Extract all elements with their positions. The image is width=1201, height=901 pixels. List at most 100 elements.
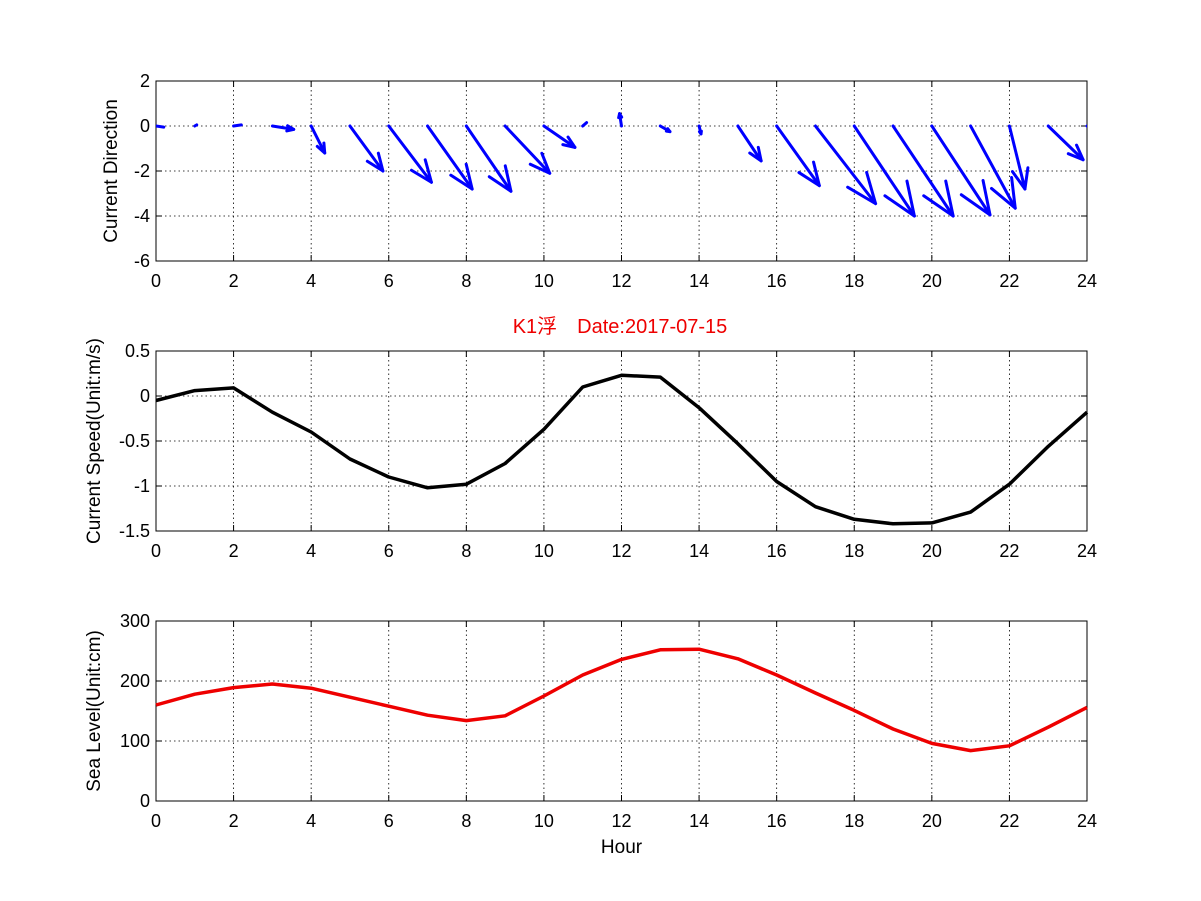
current-direction-xtick-label-2: 4 [306,271,316,291]
current-direction-ytick-label-3: 0 [140,116,150,136]
current-speed-xtick-label-8: 16 [767,541,787,561]
current-speed-ytick-label-2: -0.5 [119,431,150,451]
direction-arrow-13 [658,124,672,134]
sea-level-xtick-label-8: 16 [767,811,787,831]
direction-arrow-10 [542,124,577,149]
current-speed-xtick-label-1: 2 [229,541,239,561]
current-speed-ytick-label-4: 0.5 [125,341,150,361]
sea-level-xtick-label-6: 12 [611,811,631,831]
current-speed-ytick-label-0: -1.5 [119,521,150,541]
current-speed-xtick-label-5: 10 [534,541,554,561]
direction-arrow-19 [891,124,955,218]
direction-arrow-21 [969,124,1017,210]
sea-level-xtick-label-2: 4 [306,811,316,831]
current-direction-xtick-label-11: 22 [999,271,1019,291]
direction-arrow-shaft-16 [775,124,821,188]
current-direction-ytick-label-4: 2 [140,71,150,91]
direction-arrow-head-8 [487,164,513,193]
sea-level-xtick-label-3: 6 [384,811,394,831]
direction-arrow-shaft-17 [813,124,878,206]
direction-arrow-shaft-11 [581,121,589,128]
direction-arrow-shaft-22 [1007,124,1027,191]
direction-arrow-18 [852,124,916,218]
direction-arrow-head-15 [748,145,763,163]
direction-arrow-20 [930,124,992,217]
current-direction-xtick-label-12: 24 [1077,271,1097,291]
direction-arrow-23 [1046,124,1085,162]
direction-arrow-head-24 [1107,145,1122,160]
direction-arrow-3 [270,124,296,133]
direction-arrow-head-23 [1066,143,1085,162]
current-speed-xtick-label-6: 12 [611,541,631,561]
current-speed-ytick-label-3: 0 [140,386,150,406]
current-speed-ylabel: Current Speed(Unit:m/s) [84,338,105,544]
direction-arrow-0 [156,124,166,129]
direction-arrow-head-7 [449,162,474,191]
current-direction-xtick-label-8: 16 [767,271,787,291]
direction-arrow-shaft-15 [736,124,763,163]
direction-arrow-head-14 [697,129,703,136]
sea-level-ytick-label-2: 200 [120,671,150,691]
direction-arrow-head-18 [883,179,916,218]
direction-arrow-head-12 [617,112,624,120]
direction-arrow-shaft-0 [156,124,166,129]
current-direction-xtick-label-4: 8 [461,271,471,291]
direction-arrow-head-19 [922,179,955,218]
current-speed-xtick-label-0: 0 [151,541,161,561]
direction-arrow-head-16 [797,160,821,188]
direction-arrow-12 [617,112,624,128]
direction-arrow-24 [1085,124,1122,160]
direction-arrow-shaft-9 [503,124,552,175]
current-speed-xtick-label-12: 24 [1077,541,1097,561]
direction-arrow-17 [813,124,878,206]
current-speed-xtick-label-2: 4 [306,541,316,561]
sea-level-xtick-label-0: 0 [151,811,161,831]
direction-arrow-shaft-2 [232,123,243,128]
current-speed-xtick-label-11: 22 [999,541,1019,561]
sea-level-xtick-label-5: 10 [534,811,554,831]
direction-arrow-22 [1007,124,1030,191]
direction-arrow-1 [193,123,199,128]
current-speed-xtick-label-3: 6 [384,541,394,561]
direction-arrow-2 [232,123,243,128]
direction-arrow-4 [309,124,327,155]
direction-arrow-shaft-10 [542,124,577,149]
current-direction-arrows [156,112,1122,218]
direction-arrow-14 [697,124,703,136]
current-speed-xtick-label-10: 20 [922,541,942,561]
direction-arrow-shaft-20 [930,124,992,217]
current-direction-xtick-label-3: 6 [384,271,394,291]
direction-arrow-shaft-8 [464,124,513,193]
direction-arrow-shaft-18 [852,124,916,218]
direction-arrow-9 [503,124,552,175]
current-direction-xtick-label-1: 2 [229,271,239,291]
current-direction-xtick-label-5: 10 [534,271,554,291]
direction-arrow-8 [464,124,513,193]
sea-level-ylabel: Sea Level(Unit:cm) [84,630,105,792]
current-direction-xtick-label-10: 20 [922,271,942,291]
direction-arrow-shaft-24 [1085,124,1087,129]
current-direction-ytick-label-0: -6 [134,251,150,271]
sea-level-xtick-label-1: 2 [229,811,239,831]
direction-arrow-shaft-21 [969,124,1017,210]
sea-level-xtick-label-12: 24 [1077,811,1097,831]
sea-level-xtick-label-10: 20 [922,811,942,831]
sea-level-xtick-label-7: 14 [689,811,709,831]
direction-arrow-head-21 [990,175,1017,210]
direction-arrow-head-13 [664,127,672,134]
current-direction-ytick-label-2: -2 [134,161,150,181]
direction-arrow-head-6 [409,158,433,184]
current-direction-ytick-label-1: -4 [134,206,150,226]
figure-title: K1浮 Date:2017-07-15 [513,315,728,338]
direction-arrow-head-10 [561,135,577,149]
current-speed-ytick-label-1: -1 [134,476,150,496]
direction-arrow-shaft-7 [426,124,474,191]
current-speed-xtick-label-7: 14 [689,541,709,561]
direction-arrow-7 [426,124,474,191]
sea-level-ytick-label-3: 300 [120,611,150,631]
direction-arrow-shaft-23 [1046,124,1085,162]
direction-arrow-head-4 [315,141,327,155]
direction-arrow-shaft-4 [309,124,327,155]
direction-arrow-head-9 [528,151,552,175]
